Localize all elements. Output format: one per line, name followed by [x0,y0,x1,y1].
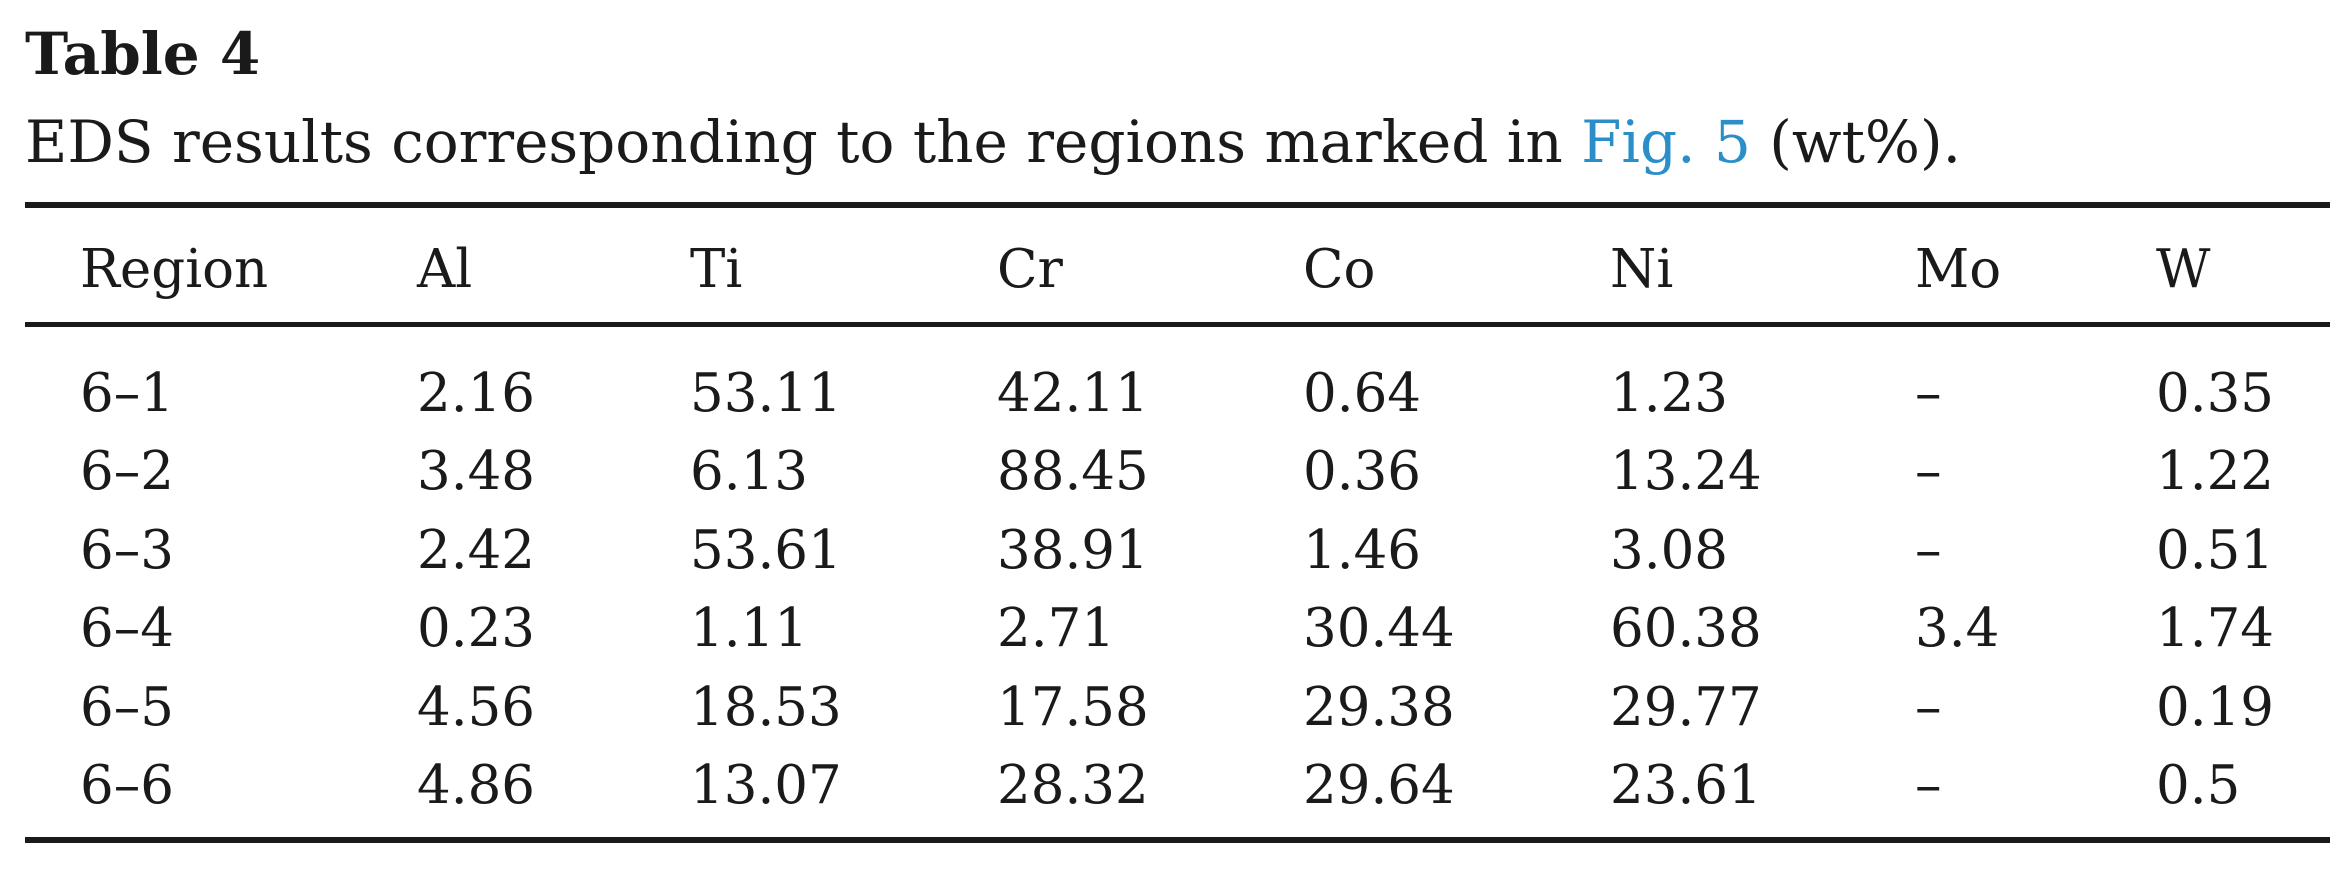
table-cell-region: 6–3 [80,520,174,581]
table-cell-ni: 1.23 [1610,363,1729,424]
table-cell-w: 1.22 [2156,441,2275,502]
table-bottom-rule [25,837,2330,843]
table-cell-w: 0.51 [2156,520,2275,581]
column-header-w: W [2156,239,2211,300]
column-header-co: Co [1303,239,1376,300]
table-cell-mo: – [1915,520,1942,581]
table-cell-w: 1.74 [2156,598,2275,659]
column-header-mo: Mo [1915,239,2002,300]
table-cell-al: 4.86 [417,755,536,816]
table-label: Table 4 [25,20,261,88]
table-top-rule [25,202,2330,208]
table-cell-ni: 3.08 [1610,520,1729,581]
table-cell-co: 1.46 [1303,520,1422,581]
table-cell-w: 0.5 [2156,755,2241,816]
table-cell-region: 6–4 [80,598,174,659]
table-cell-region: 6–6 [80,755,174,816]
table-cell-ti: 18.53 [690,677,842,738]
table-cell-cr: 42.11 [997,363,1149,424]
table-cell-ti: 53.11 [690,363,842,424]
table-cell-co: 0.64 [1303,363,1422,424]
table-cell-co: 30.44 [1303,598,1455,659]
caption-text-after: (wt%). [1750,108,1962,176]
table-cell-al: 2.16 [417,363,536,424]
table-cell-region: 6–5 [80,677,174,738]
column-header-al: Al [417,239,473,300]
figure-link[interactable]: Fig. 5 [1581,108,1751,176]
table-cell-cr: 28.32 [997,755,1149,816]
table-cell-cr: 38.91 [997,520,1149,581]
column-header-cr: Cr [997,239,1063,300]
table-cell-ti: 6.13 [690,441,809,502]
caption-text-before: EDS results corresponding to the regions… [25,108,1582,176]
table-cell-mo: – [1915,677,1942,738]
table-cell-ti: 13.07 [690,755,842,816]
column-header-ti: Ti [690,239,743,300]
column-header-region: Region [80,239,269,300]
table-cell-cr: 17.58 [997,677,1149,738]
table-cell-al: 2.42 [417,520,536,581]
table-cell-co: 29.38 [1303,677,1455,738]
table-cell-ti: 1.11 [690,598,809,659]
table-cell-ni: 29.77 [1610,677,1762,738]
table-cell-al: 3.48 [417,441,536,502]
table-cell-cr: 2.71 [997,598,1116,659]
table-cell-al: 0.23 [417,598,536,659]
table-cell-al: 4.56 [417,677,536,738]
table-cell-co: 0.36 [1303,441,1422,502]
column-header-ni: Ni [1610,239,1674,300]
table-cell-mo: – [1915,441,1942,502]
table-cell-mo: – [1915,363,1942,424]
table-cell-w: 0.35 [2156,363,2275,424]
table-cell-region: 6–2 [80,441,174,502]
table-cell-ni: 60.38 [1610,598,1762,659]
table-cell-ni: 13.24 [1610,441,1762,502]
table-cell-co: 29.64 [1303,755,1455,816]
table-cell-region: 6–1 [80,363,174,424]
table-caption: EDS results corresponding to the regions… [25,108,1961,178]
table-cell-mo: 3.4 [1915,598,2000,659]
table-cell-w: 0.19 [2156,677,2275,738]
table-cell-cr: 88.45 [997,441,1149,502]
table-cell-mo: – [1915,755,1942,816]
table-cell-ti: 53.61 [690,520,842,581]
table-header-rule [25,322,2330,327]
table-cell-ni: 23.61 [1610,755,1762,816]
